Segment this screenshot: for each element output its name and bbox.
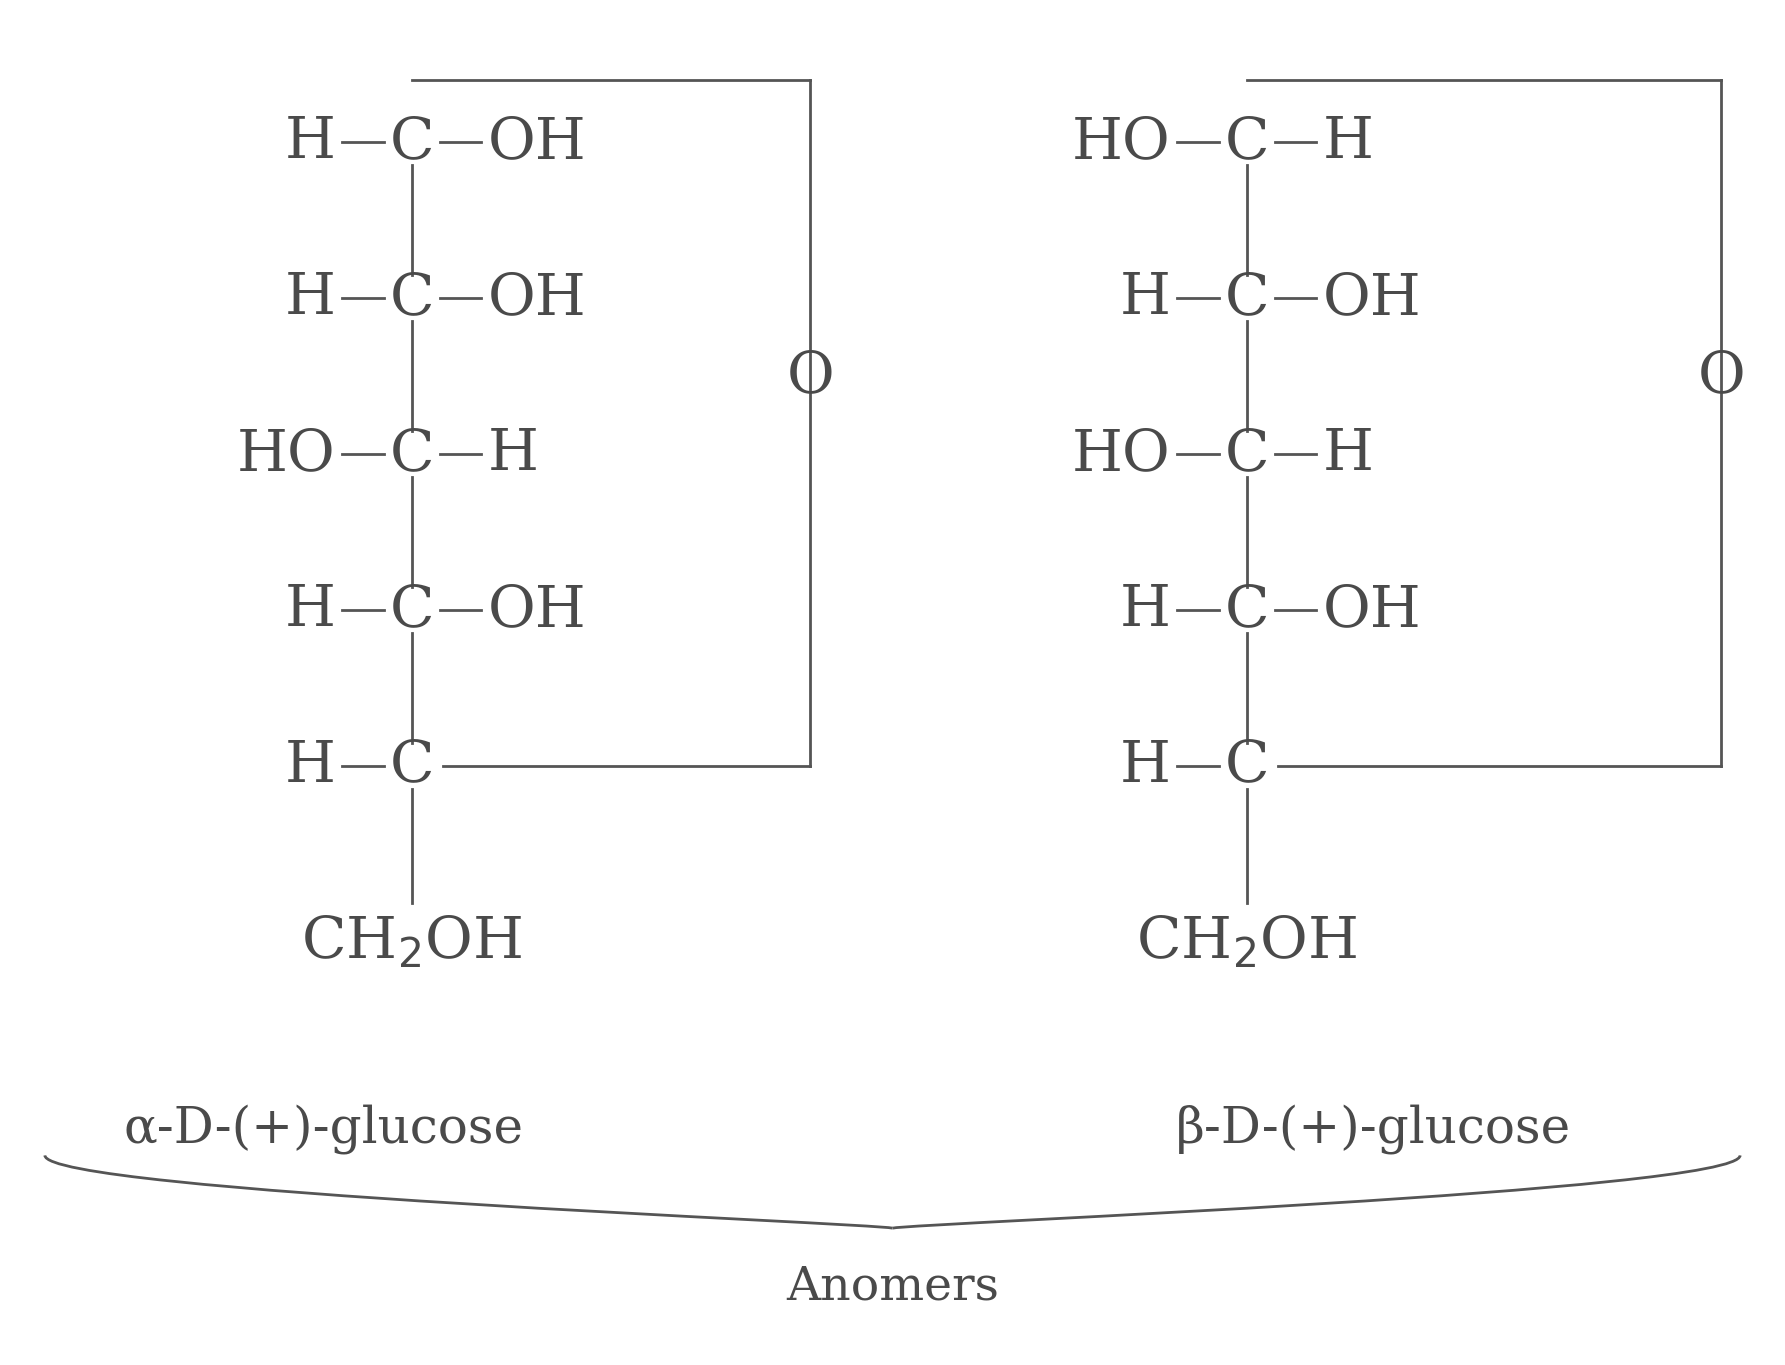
Text: OH: OH (487, 581, 587, 637)
Text: HO: HO (1073, 115, 1171, 171)
Text: H: H (286, 737, 336, 793)
Text: H: H (1119, 581, 1171, 637)
Text: HO: HO (1073, 426, 1171, 482)
Text: C: C (1225, 115, 1269, 171)
Text: H: H (1119, 270, 1171, 326)
Text: C: C (389, 737, 434, 793)
Text: β-D-(+)-glucose: β-D-(+)-glucose (1176, 1104, 1571, 1155)
Text: C: C (389, 581, 434, 637)
Text: H: H (1323, 426, 1374, 482)
Text: OH: OH (487, 115, 587, 171)
Text: HO: HO (237, 426, 336, 482)
Text: CH$_2$OH: CH$_2$OH (1135, 915, 1357, 971)
Text: H: H (487, 426, 539, 482)
Text: C: C (1225, 426, 1269, 482)
Text: C: C (1225, 737, 1269, 793)
Text: OH: OH (1323, 581, 1421, 637)
Text: H: H (1119, 737, 1171, 793)
Text: C: C (1225, 581, 1269, 637)
Text: CH$_2$OH: CH$_2$OH (302, 915, 523, 971)
Text: H: H (286, 270, 336, 326)
Text: O: O (1698, 348, 1746, 404)
Text: H: H (286, 115, 336, 171)
Text: α-D-(+)-glucose: α-D-(+)-glucose (123, 1104, 523, 1155)
Text: Anomers: Anomers (785, 1264, 1000, 1310)
Text: H: H (286, 581, 336, 637)
Text: OH: OH (487, 270, 587, 326)
Text: H: H (1323, 115, 1374, 171)
Text: C: C (389, 115, 434, 171)
Text: C: C (389, 270, 434, 326)
Text: O: O (787, 348, 834, 404)
Text: C: C (1225, 270, 1269, 326)
Text: OH: OH (1323, 270, 1421, 326)
Text: C: C (389, 426, 434, 482)
